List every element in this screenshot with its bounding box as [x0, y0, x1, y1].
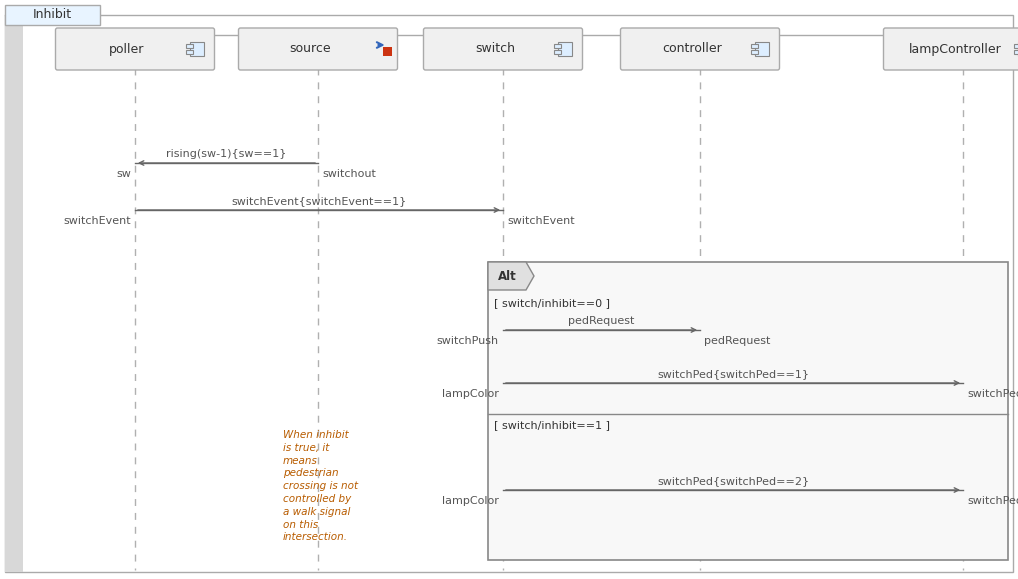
FancyBboxPatch shape — [238, 28, 397, 70]
Text: [ switch/inhibit==0 ]: [ switch/inhibit==0 ] — [494, 298, 610, 308]
Text: switchEvent: switchEvent — [507, 216, 574, 226]
Bar — [5, 5, 100, 25]
Text: switchPed: switchPed — [967, 496, 1018, 506]
Bar — [384, 47, 393, 56]
Text: sw: sw — [116, 169, 131, 179]
Text: switchout: switchout — [322, 169, 376, 179]
Text: [ switch/inhibit==1 ]: [ switch/inhibit==1 ] — [494, 420, 610, 430]
FancyBboxPatch shape — [423, 28, 582, 70]
Text: switchPush: switchPush — [437, 336, 499, 346]
Bar — [751, 44, 758, 48]
Bar — [555, 50, 562, 54]
Polygon shape — [488, 262, 534, 290]
Text: pedRequest: pedRequest — [568, 316, 634, 326]
Bar — [1015, 44, 1018, 48]
Text: When inhibit
is true, it
means
pedestrian
crossing is not
controlled by
a walk s: When inhibit is true, it means pedestria… — [283, 430, 358, 543]
Text: rising(sw-1){sw==1}: rising(sw-1){sw==1} — [166, 149, 287, 159]
Text: controller: controller — [662, 42, 722, 56]
Text: switchEvent{switchEvent==1}: switchEvent{switchEvent==1} — [231, 196, 406, 206]
Bar — [5, 15, 23, 572]
Bar — [186, 44, 193, 48]
Bar — [1015, 50, 1018, 54]
Text: Alt: Alt — [498, 269, 516, 283]
Text: lampColor: lampColor — [442, 496, 499, 506]
FancyBboxPatch shape — [884, 28, 1018, 70]
Text: switchPed{switchPed==2}: switchPed{switchPed==2} — [657, 476, 809, 486]
Text: pedRequest: pedRequest — [704, 336, 771, 346]
Text: source: source — [289, 42, 331, 56]
FancyBboxPatch shape — [621, 28, 780, 70]
FancyBboxPatch shape — [56, 28, 215, 70]
Text: lampController: lampController — [909, 42, 1002, 56]
Text: switch: switch — [475, 42, 515, 56]
Bar — [751, 50, 758, 54]
Text: Inhibit: Inhibit — [33, 9, 72, 21]
Bar — [555, 44, 562, 48]
Bar — [559, 42, 572, 56]
Bar — [186, 50, 193, 54]
Bar — [755, 42, 770, 56]
Text: switchPed: switchPed — [967, 389, 1018, 399]
Text: switchEvent: switchEvent — [63, 216, 131, 226]
Text: lampColor: lampColor — [442, 389, 499, 399]
Bar — [488, 262, 1008, 560]
Text: switchPed{switchPed==1}: switchPed{switchPed==1} — [657, 369, 809, 379]
Text: poller: poller — [109, 42, 145, 56]
Bar — [190, 42, 205, 56]
